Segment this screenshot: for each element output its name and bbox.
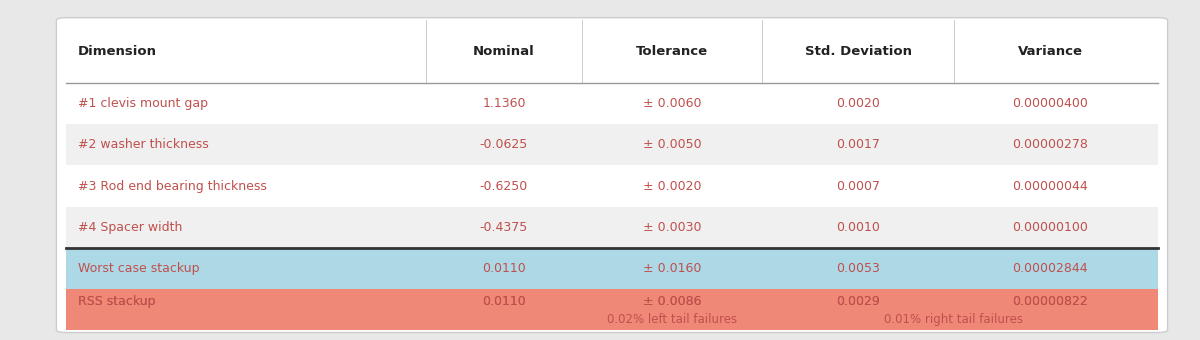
Bar [66, 124, 1158, 166]
Text: ± 0.0020: ± 0.0020 [643, 180, 701, 192]
Text: ± 0.0160: ± 0.0160 [643, 262, 701, 275]
Text: 0.0007: 0.0007 [836, 180, 880, 192]
Text: 0.0110: 0.0110 [482, 294, 526, 308]
Text: ± 0.0086: ± 0.0086 [643, 303, 701, 316]
Text: ± 0.0086: ± 0.0086 [643, 294, 701, 308]
Text: Worst case stackup: Worst case stackup [78, 262, 199, 275]
Text: 1.1360: 1.1360 [482, 97, 526, 110]
Text: 0.0020: 0.0020 [836, 97, 880, 110]
Text: 0.00002844: 0.00002844 [1012, 262, 1088, 275]
Text: 0.00000044: 0.00000044 [1012, 180, 1088, 192]
Text: Dimension: Dimension [78, 45, 157, 58]
Text: Variance: Variance [1018, 45, 1082, 58]
Text: RSS stackup: RSS stackup [78, 294, 156, 308]
Text: ± 0.0086: ± 0.0086 [643, 294, 701, 308]
Text: 0.0029: 0.0029 [836, 294, 880, 308]
Bar [66, 20, 1158, 83]
Text: Tolerance: Tolerance [636, 45, 708, 58]
Text: 0.00000278: 0.00000278 [1012, 138, 1088, 151]
Text: 0.0110: 0.0110 [482, 294, 526, 308]
Text: RSS stackup: RSS stackup [78, 303, 156, 316]
Text: #2 washer thickness: #2 washer thickness [78, 138, 209, 151]
Text: 0.00000822: 0.00000822 [1012, 303, 1088, 316]
Bar [66, 83, 1158, 124]
Bar [66, 248, 1158, 289]
FancyBboxPatch shape [56, 18, 1168, 333]
Text: 0.00000100: 0.00000100 [1012, 221, 1088, 234]
Text: 0.0010: 0.0010 [836, 221, 880, 234]
Bar [66, 166, 1158, 207]
Text: 0.00000400: 0.00000400 [1012, 97, 1088, 110]
Text: -0.6250: -0.6250 [480, 180, 528, 192]
Bar [66, 289, 1158, 330]
Text: ± 0.0050: ± 0.0050 [643, 138, 701, 151]
Text: ± 0.0060: ± 0.0060 [643, 97, 701, 110]
Text: Nominal: Nominal [473, 45, 535, 58]
Text: #1 clevis mount gap: #1 clevis mount gap [78, 97, 208, 110]
Text: 0.02% left tail failures: 0.02% left tail failures [607, 313, 737, 326]
Text: 0.0110: 0.0110 [482, 303, 526, 316]
Text: 0.0110: 0.0110 [482, 262, 526, 275]
Bar [66, 289, 1158, 330]
Text: 0.00000822: 0.00000822 [1012, 294, 1088, 308]
Text: 0.0029: 0.0029 [836, 294, 880, 308]
Text: RSS stackup: RSS stackup [78, 294, 156, 308]
Text: 0.0017: 0.0017 [836, 138, 880, 151]
Text: #4 Spacer width: #4 Spacer width [78, 221, 182, 234]
Text: 0.01% right tail failures: 0.01% right tail failures [884, 313, 1024, 326]
Text: ± 0.0030: ± 0.0030 [643, 221, 701, 234]
Text: 0.00000822: 0.00000822 [1012, 294, 1088, 308]
Text: -0.0625: -0.0625 [480, 138, 528, 151]
Text: Std. Deviation: Std. Deviation [804, 45, 912, 58]
Text: -0.4375: -0.4375 [480, 221, 528, 234]
Text: 0.0029: 0.0029 [836, 303, 880, 316]
Text: #3 Rod end bearing thickness: #3 Rod end bearing thickness [78, 180, 266, 192]
Bar [66, 207, 1158, 248]
Text: 0.0053: 0.0053 [836, 262, 880, 275]
